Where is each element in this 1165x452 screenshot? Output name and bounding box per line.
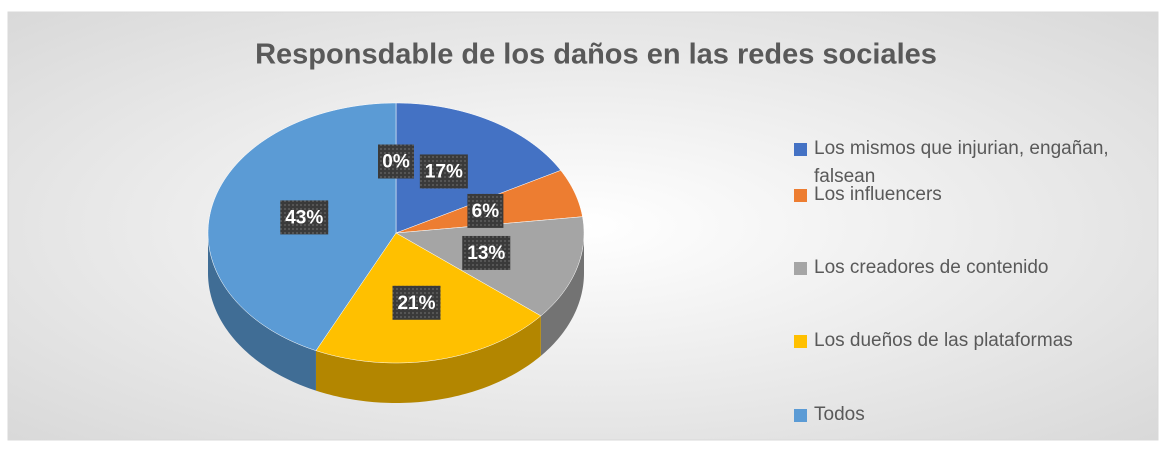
legend: Los mismos que injurian, engañan, falsea… (790, 0, 1160, 452)
data-label: 43% (280, 200, 329, 235)
data-label-text: 21% (397, 293, 435, 314)
data-label-box (419, 154, 468, 189)
pie-tops (207, 102, 585, 364)
legend-item: Los influencers (790, 181, 1154, 209)
legend-label: Los creadores de contenido (814, 257, 1049, 278)
data-label-box (392, 285, 441, 320)
legend-label: Los mismos que injurian, engañan, falsea… (814, 138, 1109, 187)
data-label-box (378, 144, 414, 179)
data-label-text: 0% (382, 152, 410, 173)
pie-sides (208, 233, 584, 403)
data-label: 13% (462, 235, 511, 270)
data-label-box (280, 200, 329, 235)
data-label-text: 13% (467, 243, 505, 264)
pie-side (315, 315, 541, 403)
data-label: 0% (378, 144, 414, 179)
pie-side (540, 233, 584, 356)
legend-swatch (794, 335, 807, 348)
legend-item: Los dueños de las plataformas (790, 327, 1154, 355)
legend-swatch (794, 143, 807, 156)
data-label-text: 17% (425, 161, 463, 182)
chart-title: Responsdable de los daños en las redes s… (255, 39, 937, 71)
legend-label: Los influencers (814, 184, 942, 205)
legend-label: Todos (814, 404, 865, 425)
pie-slice (395, 102, 562, 234)
legend-swatch (794, 409, 807, 422)
legend-label: Los dueños de las plataformas (814, 330, 1073, 351)
legend-item: Todos (790, 401, 1154, 429)
data-label-box (467, 193, 504, 228)
legend-swatch (794, 262, 807, 275)
legend-swatch (794, 189, 807, 202)
data-label-text: 43% (285, 207, 323, 228)
data-label-box (462, 235, 511, 270)
data-labels: 0% 17% 6% 13% 21% 43% (280, 144, 511, 320)
data-label: 17% (419, 154, 468, 189)
legend-item: Los creadores de contenido (790, 254, 1154, 282)
data-label: 21% (392, 285, 441, 320)
data-label: 6% (467, 193, 504, 228)
data-label-text: 6% (472, 201, 500, 222)
legend-item: Los mismos que injurian, engañan, falsea… (790, 135, 1144, 191)
pie-side (208, 233, 316, 391)
